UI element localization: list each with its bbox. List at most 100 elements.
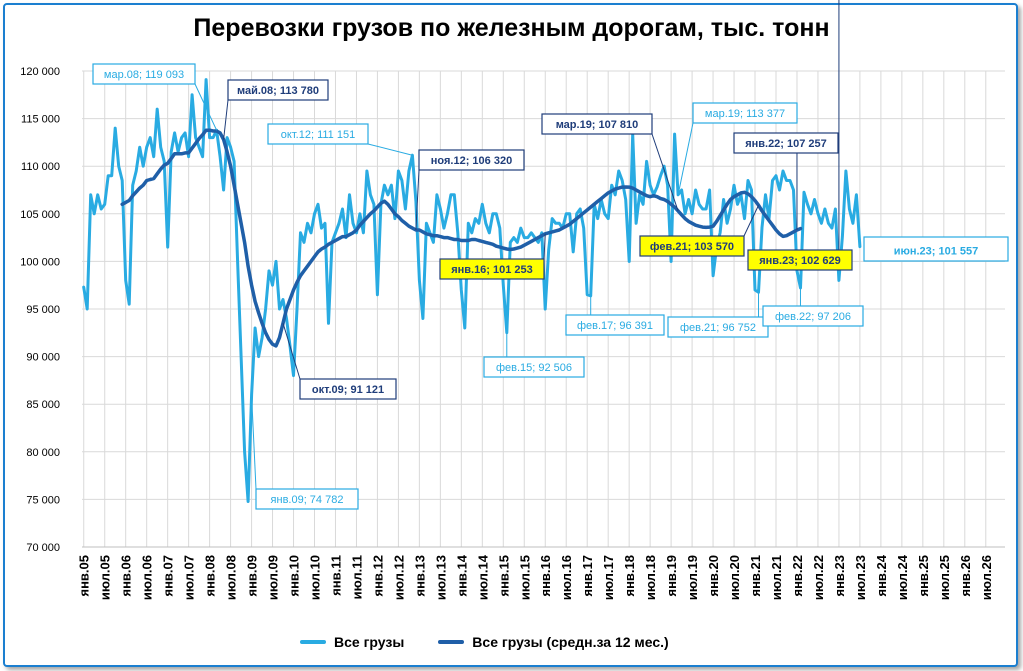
x-tick-label: янв.08 [203, 555, 218, 597]
x-tick-label: янв.16 [538, 555, 553, 597]
y-tick-label: 110 000 [21, 161, 60, 173]
y-tick-label: 95 000 [26, 304, 60, 316]
annotation-label: янв.09; 74 782 [271, 494, 344, 506]
x-tick-label: янв.19 [664, 555, 679, 597]
annotation-box [255, 488, 359, 510]
annotation-leader [251, 394, 257, 490]
x-tick-label: янв.25 [916, 555, 931, 597]
x-tick-label: янв.12 [370, 555, 385, 597]
annotation-box [299, 378, 397, 400]
annotation-leader [282, 323, 301, 380]
series-lines [82, 78, 862, 503]
annotation-label: янв.16; 101 253 [451, 264, 533, 276]
y-tick-label: 85 000 [26, 399, 60, 411]
annotation-label: янв.22; 107 257 [745, 138, 827, 150]
series-line-avg [120, 128, 803, 348]
annotation-leader [651, 133, 679, 212]
legend-item-raw: Все грузы [300, 634, 404, 650]
annotation-label: окт.09; 91 121 [312, 384, 384, 396]
annotation-box [541, 113, 653, 135]
annotation-box [733, 132, 839, 154]
x-tick-label: июл.19 [685, 555, 700, 600]
annotation-leaders [194, 0, 840, 490]
annotation-label: окт.12; 111 151 [281, 129, 355, 141]
annotation-label: фев.21; 96 752 [680, 322, 756, 334]
annotations: мар.08; 119 093 май.08; 113 780 окт.12; 11… [92, 63, 1009, 510]
legend-swatch-raw [300, 640, 326, 644]
annotation-leader [743, 205, 759, 237]
annotation-box [762, 305, 864, 327]
x-tick-label: янв.10 [287, 555, 302, 597]
annotation-box [692, 102, 798, 124]
gridlines [82, 70, 1005, 548]
y-tick-label: 105 000 [20, 209, 60, 221]
x-tick-label: июл.13 [433, 555, 448, 600]
legend-item-avg: Все грузы (средн.за 12 мес.) [438, 634, 669, 650]
y-tick-label: 100 000 [20, 256, 60, 268]
y-tick-label: 75 000 [26, 494, 60, 506]
x-tick-label: июл.14 [475, 554, 490, 600]
annotation-box [667, 316, 769, 338]
x-tick-label: янв.17 [580, 555, 595, 597]
annotation-box [863, 236, 1009, 262]
annotation-leader [677, 122, 694, 195]
x-tick-label: янв.22 [790, 555, 805, 597]
annotation-box [267, 123, 369, 145]
annotation-label: июн.23; 101 557 [894, 245, 979, 257]
annotation-box [639, 235, 745, 257]
annotation-label: мар.19; 107 810 [556, 119, 639, 131]
x-tick-label: июл.25 [937, 555, 952, 600]
x-tick-label: июл.26 [979, 555, 994, 600]
series-line-raw [82, 78, 862, 503]
annotation-leader [194, 83, 218, 131]
chart-frame [3, 3, 1018, 667]
annotation-label: фев.17; 96 391 [577, 320, 653, 332]
x-tick-label: янв.21 [748, 555, 763, 597]
x-tick-label: июл.20 [727, 555, 742, 600]
x-tick-label: янв.18 [622, 555, 637, 597]
annotation-label: ноя.12; 106 320 [431, 155, 512, 167]
x-tick-label: июл.18 [643, 555, 658, 600]
annotation-label: мар.19; 113 377 [705, 108, 785, 120]
x-tick-label: янв.14 [454, 554, 469, 596]
x-axis-ticks: янв.05 июл.05 янв.06 июл.06 янв.07 июл.07 янв.… [77, 554, 994, 600]
x-tick-label: июл.16 [559, 555, 574, 600]
annotation-label: май.08; 113 780 [237, 85, 319, 97]
x-tick-label: июл.23 [853, 555, 868, 600]
x-tick-label: янв.05 [77, 555, 92, 597]
y-axis-ticks: 70 000 75 000 80 000 85 000 90 000 95 000 100 … [20, 66, 60, 554]
annotation-box [92, 63, 196, 85]
annotation-label: янв.23; 102 629 [759, 255, 841, 267]
x-tick-label: июл.06 [140, 555, 155, 600]
annotation-leader [367, 143, 413, 156]
x-tick-label: июл.21 [769, 555, 784, 600]
x-tick-label: янв.15 [496, 555, 511, 597]
x-tick-label: янв.09 [245, 555, 260, 597]
legend: Все грузы Все грузы (средн.за 12 мес.) [300, 634, 669, 650]
x-tick-label: янв.13 [412, 555, 427, 597]
x-tick-label: июл.24 [895, 554, 910, 600]
y-tick-label: 90 000 [26, 352, 60, 364]
x-tick-label: июл.10 [307, 555, 322, 600]
annotation-box [747, 249, 853, 271]
x-tick-label: июл.11 [349, 555, 364, 599]
annotation-label: фев.21; 103 570 [650, 241, 734, 253]
x-tick-label: июл.08 [224, 555, 239, 600]
chart-title: Перевозки грузов по железным дорогам, ты… [193, 14, 830, 42]
annotation-box [483, 356, 585, 378]
x-tick-label: янв.07 [161, 555, 176, 597]
annotation-box [418, 149, 525, 171]
y-tick-label: 80 000 [26, 447, 60, 459]
x-tick-label: янв.06 [119, 555, 134, 597]
y-tick-label: 115 000 [21, 114, 60, 126]
annotation-label: мар.08; 119 093 [104, 69, 184, 81]
legend-swatch-avg [438, 640, 465, 644]
x-tick-label: июл.05 [98, 555, 113, 600]
y-tick-label: 120 000 [20, 66, 60, 78]
y-tick-label: 70 000 [26, 542, 60, 554]
x-tick-label: янв.26 [958, 555, 973, 597]
annotation-label: фев.22; 97 206 [775, 311, 851, 323]
annotation-label: фев.15; 92 506 [496, 362, 572, 374]
x-tick-label: янв.11 [328, 555, 343, 596]
